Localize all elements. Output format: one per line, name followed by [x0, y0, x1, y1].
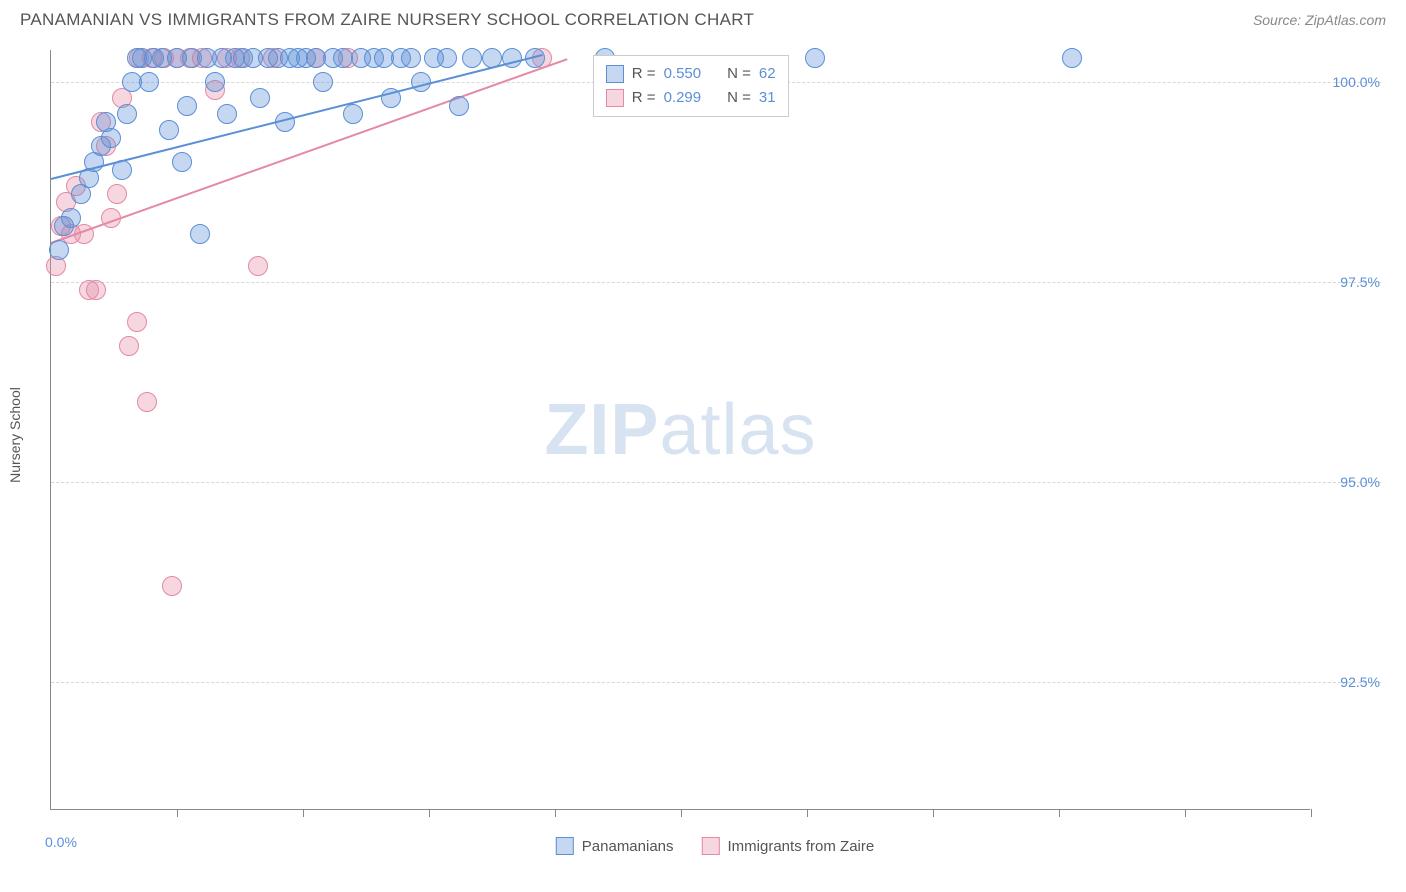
scatter-point-zaire — [162, 576, 182, 596]
stats-row: R = 0.299 N = 31 — [606, 86, 776, 110]
legend-label-panamanians: Panamanians — [582, 838, 674, 855]
stats-r-label: R = — [632, 62, 656, 86]
scatter-point-panamanians — [205, 72, 225, 92]
x-tick — [555, 809, 556, 817]
scatter-point-panamanians — [177, 96, 197, 116]
legend-item-panamanians: Panamanians — [556, 837, 674, 855]
x-tick — [933, 809, 934, 817]
scatter-point-panamanians — [250, 88, 270, 108]
stats-r-value: 0.550 — [664, 62, 702, 86]
scatter-point-panamanians — [159, 120, 179, 140]
x-tick — [1311, 809, 1312, 817]
legend-swatch-panamanians — [556, 837, 574, 855]
scatter-point-panamanians — [101, 128, 121, 148]
scatter-point-panamanians — [1062, 48, 1082, 68]
scatter-point-panamanians — [449, 96, 469, 116]
correlation-stats-box: R = 0.550 N = 62 R = 0.299 N = 31 — [593, 55, 789, 117]
series-legend: Panamanians Immigrants from Zaire — [556, 837, 874, 855]
scatter-point-panamanians — [190, 224, 210, 244]
scatter-point-zaire — [107, 184, 127, 204]
scatter-point-panamanians — [217, 104, 237, 124]
scatter-point-panamanians — [401, 48, 421, 68]
scatter-point-panamanians — [61, 208, 81, 228]
legend-label-zaire: Immigrants from Zaire — [728, 838, 875, 855]
scatter-point-panamanians — [139, 72, 159, 92]
y-tick-label: 100.0% — [1320, 74, 1380, 90]
stats-swatch — [606, 65, 624, 83]
chart-title: PANAMANIAN VS IMMIGRANTS FROM ZAIRE NURS… — [20, 10, 754, 30]
x-tick — [1059, 809, 1060, 817]
scatter-point-zaire — [127, 312, 147, 332]
x-tick — [177, 809, 178, 817]
scatter-point-panamanians — [313, 72, 333, 92]
x-tick — [681, 809, 682, 817]
scatter-point-panamanians — [49, 240, 69, 260]
chart-container: ZIPatlas 92.5% 95.0% 97.5% 100.0% R = 0.550 N … — [50, 50, 1380, 820]
scatter-point-panamanians — [343, 104, 363, 124]
x-tick — [429, 809, 430, 817]
stats-row: R = 0.550 N = 62 — [606, 62, 776, 86]
legend-item-zaire: Immigrants from Zaire — [702, 837, 875, 855]
scatter-point-zaire — [137, 392, 157, 412]
y-tick-label: 95.0% — [1320, 474, 1380, 490]
y-tick-label: 97.5% — [1320, 274, 1380, 290]
y-axis-title: Nursery School — [7, 387, 23, 483]
legend-swatch-zaire — [702, 837, 720, 855]
stats-swatch — [606, 89, 624, 107]
gridline — [51, 482, 1381, 483]
x-tick — [1185, 809, 1186, 817]
y-tick-label: 92.5% — [1320, 674, 1380, 690]
plot-area: ZIPatlas 92.5%95.0%97.5%100.0%R =0.550N … — [50, 50, 1310, 810]
scatter-point-panamanians — [805, 48, 825, 68]
scatter-point-panamanians — [462, 48, 482, 68]
scatter-point-zaire — [119, 336, 139, 356]
watermark: ZIPatlas — [544, 389, 816, 471]
stats-n-label: N = — [727, 62, 751, 86]
stats-n-value: 62 — [759, 62, 776, 86]
scatter-point-panamanians — [117, 104, 137, 124]
gridline — [51, 282, 1381, 283]
x-axis-min-label: 0.0% — [45, 834, 77, 850]
source-attribution: Source: ZipAtlas.com — [1253, 12, 1386, 28]
stats-n-label: N = — [727, 86, 751, 110]
stats-r-value: 0.299 — [664, 86, 702, 110]
x-tick — [303, 809, 304, 817]
scatter-point-zaire — [86, 280, 106, 300]
stats-n-value: 31 — [759, 86, 776, 110]
x-tick — [807, 809, 808, 817]
scatter-point-panamanians — [172, 152, 192, 172]
stats-r-label: R = — [632, 86, 656, 110]
scatter-point-panamanians — [437, 48, 457, 68]
scatter-point-zaire — [248, 256, 268, 276]
gridline — [51, 682, 1381, 683]
